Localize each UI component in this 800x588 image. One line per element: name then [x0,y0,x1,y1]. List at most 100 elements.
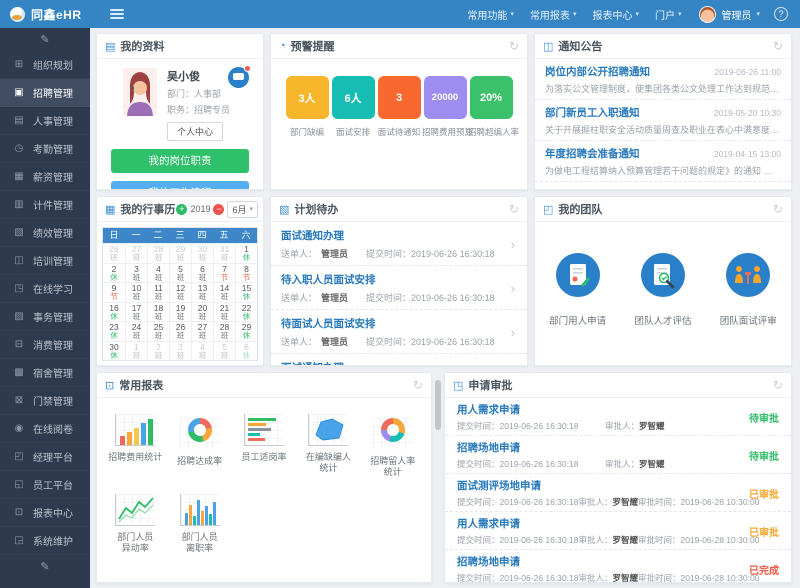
calendar-day[interactable]: 21 班 [213,301,235,321]
notice-item[interactable]: 岗位内部公开招聘通知 2019-06-26 11:00 为落实公文管理制度，使集团各… [535,59,791,100]
calendar-day[interactable]: 27 班 [125,243,147,263]
report-item-attrition-rate[interactable]: 部门人员 离职率 [167,494,231,554]
menu-toggle-icon[interactable] [110,9,124,19]
calendar-day[interactable]: 24 班 [125,321,147,341]
calendar-day[interactable]: 31 班 [213,243,235,263]
report-item-recruit-rate[interactable]: 招聘达成率 [167,414,231,478]
help-icon[interactable]: ? [774,7,788,21]
approval-item[interactable]: 用人需求申请 提交时间：2019-06-26 16:30:18 审批人：罗智耀 待审批 [445,398,791,436]
alert-tile[interactable]: 3人 部门缺编 [284,76,330,138]
year-increment-button[interactable]: + [176,203,188,215]
refresh-icon[interactable]: ↻ [772,202,783,216]
refresh-icon[interactable]: ↻ [412,378,423,392]
report-item-retention-rate[interactable]: 招聘留人率 统计 [361,414,425,478]
report-item-recruit-cost[interactable]: 招聘费用统计 [103,414,167,478]
approval-item[interactable]: 招聘场地申请 提交时间：2019-06-26 16:30:18 审批人：罗智耀 审批时… [445,550,791,582]
calendar-day[interactable]: 28 班 [213,321,235,341]
notice-item[interactable]: 年度招聘会准备通知 2019-04-15 13:00 为做电工程结算纳入预算管理若干… [535,141,791,182]
sidebar-item-affairs[interactable]: ▨ 事务管理 [0,303,90,331]
scrollbar-thumb[interactable] [435,380,441,430]
pin-icon[interactable]: ✎ [40,561,50,573]
sidebar-item-system-maintenance[interactable]: ◲ 系统维护 [0,527,90,555]
sidebar-item-report-center[interactable]: ⊡ 报表中心 [0,499,90,527]
sidebar-item-dormitory[interactable]: ▩ 宿舍管理 [0,359,90,387]
top-nav-item[interactable]: 门户 ▾ [655,7,682,22]
sidebar-item-piecework[interactable]: ▥ 计件管理 [0,191,90,219]
todo-item[interactable]: 待入职人员面试安排 送单人： 管理员 提交时间：2019-06-26 16:30:18… [271,266,527,310]
approval-item[interactable]: 招聘场地申请 提交时间：2019-06-26 16:30:18 审批人：罗智耀 待审批 [445,436,791,474]
notice-item[interactable]: 部门新员工入职通知 2019-05-20 10:30 关于开展握柱职安全活动质量周查… [535,100,791,141]
team-item-staff-request[interactable]: 部门用人申请 [540,252,616,327]
approval-item[interactable]: 用人需求申请 提交时间：2019-06-26 16:30:18 审批人：罗智耀 审批时… [445,512,791,550]
top-nav-item[interactable]: 常用功能 ▾ [467,7,514,22]
refresh-icon[interactable]: ↻ [508,39,519,53]
user-menu[interactable]: 管理员 ▾ [699,5,760,23]
calendar-day[interactable]: 28 班 [147,243,169,263]
calendar-day[interactable]: 19 班 [169,301,191,321]
alert-tile[interactable]: 3 面试待通知 [376,76,422,138]
calendar-day[interactable]: 20 班 [191,301,213,321]
my-duty-button[interactable]: 我的岗位职责 [111,149,249,173]
calendar-day[interactable]: 13 班 [191,282,213,302]
top-nav-item[interactable]: 常用报表 ▾ [530,7,577,22]
sidebar-item-personnel[interactable]: ▤ 人事管理 [0,107,90,135]
calendar-day[interactable]: 30 休 [103,340,125,361]
report-item-transfer-rate[interactable]: 部门人员 异动率 [103,494,167,554]
refresh-icon[interactable]: ↻ [772,39,783,53]
calendar-day[interactable]: 27 班 [191,321,213,341]
pin-icon[interactable]: ✎ [40,34,50,46]
sidebar-item-manager-platform[interactable]: ◰ 经理平台 [0,443,90,471]
calendar-day[interactable]: 26 班 [103,243,125,263]
team-item-interview-review[interactable]: 团队面试评审 [710,252,786,327]
refresh-icon[interactable]: ↻ [772,378,783,392]
calendar-day[interactable]: 29 休 [235,321,257,341]
sidebar-item-consumption[interactable]: ⊟ 消费管理 [0,331,90,359]
team-item-talent-evaluation[interactable]: 团队人才评估 [625,252,701,327]
month-select[interactable]: 6月 ▾ [227,200,258,218]
calendar-day[interactable]: 11 班 [147,282,169,302]
report-item-fit-rate[interactable]: 员工适岗率 [232,414,296,478]
sidebar-item-org-structure[interactable]: ⊞ 组织规划 [0,51,90,79]
calendar-day[interactable]: 12 班 [169,282,191,302]
alert-tile[interactable]: 20000 招聘费用预算 [422,76,473,138]
personal-center-button[interactable]: 个人中心 [167,122,224,141]
report-item-headcount-gap[interactable]: 在编缺编人 统计 [296,414,360,478]
calendar-day[interactable]: 26 班 [169,321,191,341]
calendar-day[interactable]: 22 休 [235,301,257,321]
sidebar-item-employee-platform[interactable]: ◱ 员工平台 [0,471,90,499]
sidebar-item-training[interactable]: ◫ 培训管理 [0,247,90,275]
calendar-day[interactable]: 30 班 [191,243,213,263]
approval-item[interactable]: 面试测评场地申请 提交时间：2019-06-26 16:30:18 审批人：罗智耀审… [445,474,791,512]
todo-item[interactable]: 待面试人员面试安排 送单人： 管理员 提交时间：2019-06-26 16:30:18… [271,310,527,354]
sidebar-item-attendance[interactable]: ◷ 考勤管理 [0,135,90,163]
calendar-day[interactable]: 25 班 [147,321,169,341]
year-decrement-button[interactable]: − [213,203,225,215]
sidebar-item-access-control[interactable]: ⊠ 门禁管理 [0,387,90,415]
calendar-day[interactable]: 16 休 [103,301,125,322]
message-icon[interactable] [228,65,251,88]
notice-item[interactable]: 校园招聘准备通知2019-02-21 11:00要进一步加强供用电合同管理，注重… [535,182,791,189]
calendar-day[interactable]: 14 班 [213,282,235,302]
calendar-day[interactable]: 23 休 [103,321,125,341]
calendar-day[interactable]: 29 班 [169,243,191,263]
alert-tile[interactable]: 20% 招聘超编人率 [468,76,519,138]
sidebar-item-performance[interactable]: ▧ 绩效管理 [0,219,90,247]
sidebar-item-recruitment[interactable]: ▣ 招聘管理 [0,79,90,107]
sidebar-item-online-grading[interactable]: ◉ 在线阅卷 [0,415,90,443]
alert-tile[interactable]: 6人 面试安排 [330,76,376,138]
